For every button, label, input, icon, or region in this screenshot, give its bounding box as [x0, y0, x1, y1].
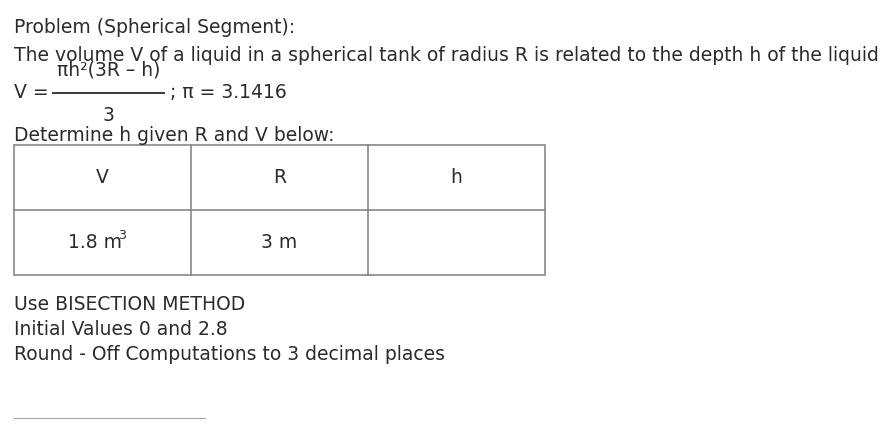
Text: h: h — [450, 168, 463, 187]
Text: Use BISECTION METHOD: Use BISECTION METHOD — [14, 295, 245, 314]
Text: 3: 3 — [119, 229, 127, 242]
Text: V =: V = — [14, 84, 49, 103]
Text: 3: 3 — [103, 106, 114, 125]
Text: 3 m: 3 m — [261, 233, 297, 252]
Text: ; π = 3.1416: ; π = 3.1416 — [170, 84, 287, 103]
Text: V: V — [96, 168, 109, 187]
Text: Determine h given R and V below:: Determine h given R and V below: — [14, 126, 335, 145]
Text: Problem (Spherical Segment):: Problem (Spherical Segment): — [14, 18, 295, 37]
Text: πh²(3R – h): πh²(3R – h) — [57, 61, 160, 80]
Bar — [14, 145, 545, 275]
Text: The volume V of a liquid in a spherical tank of radius R is related to the depth: The volume V of a liquid in a spherical … — [14, 46, 885, 65]
Text: Initial Values 0 and 2.8: Initial Values 0 and 2.8 — [14, 320, 227, 339]
Text: R: R — [273, 168, 286, 187]
Text: Round - Off Computations to 3 decimal places: Round - Off Computations to 3 decimal pl… — [14, 345, 445, 364]
Text: 1.8 m: 1.8 m — [68, 233, 122, 252]
